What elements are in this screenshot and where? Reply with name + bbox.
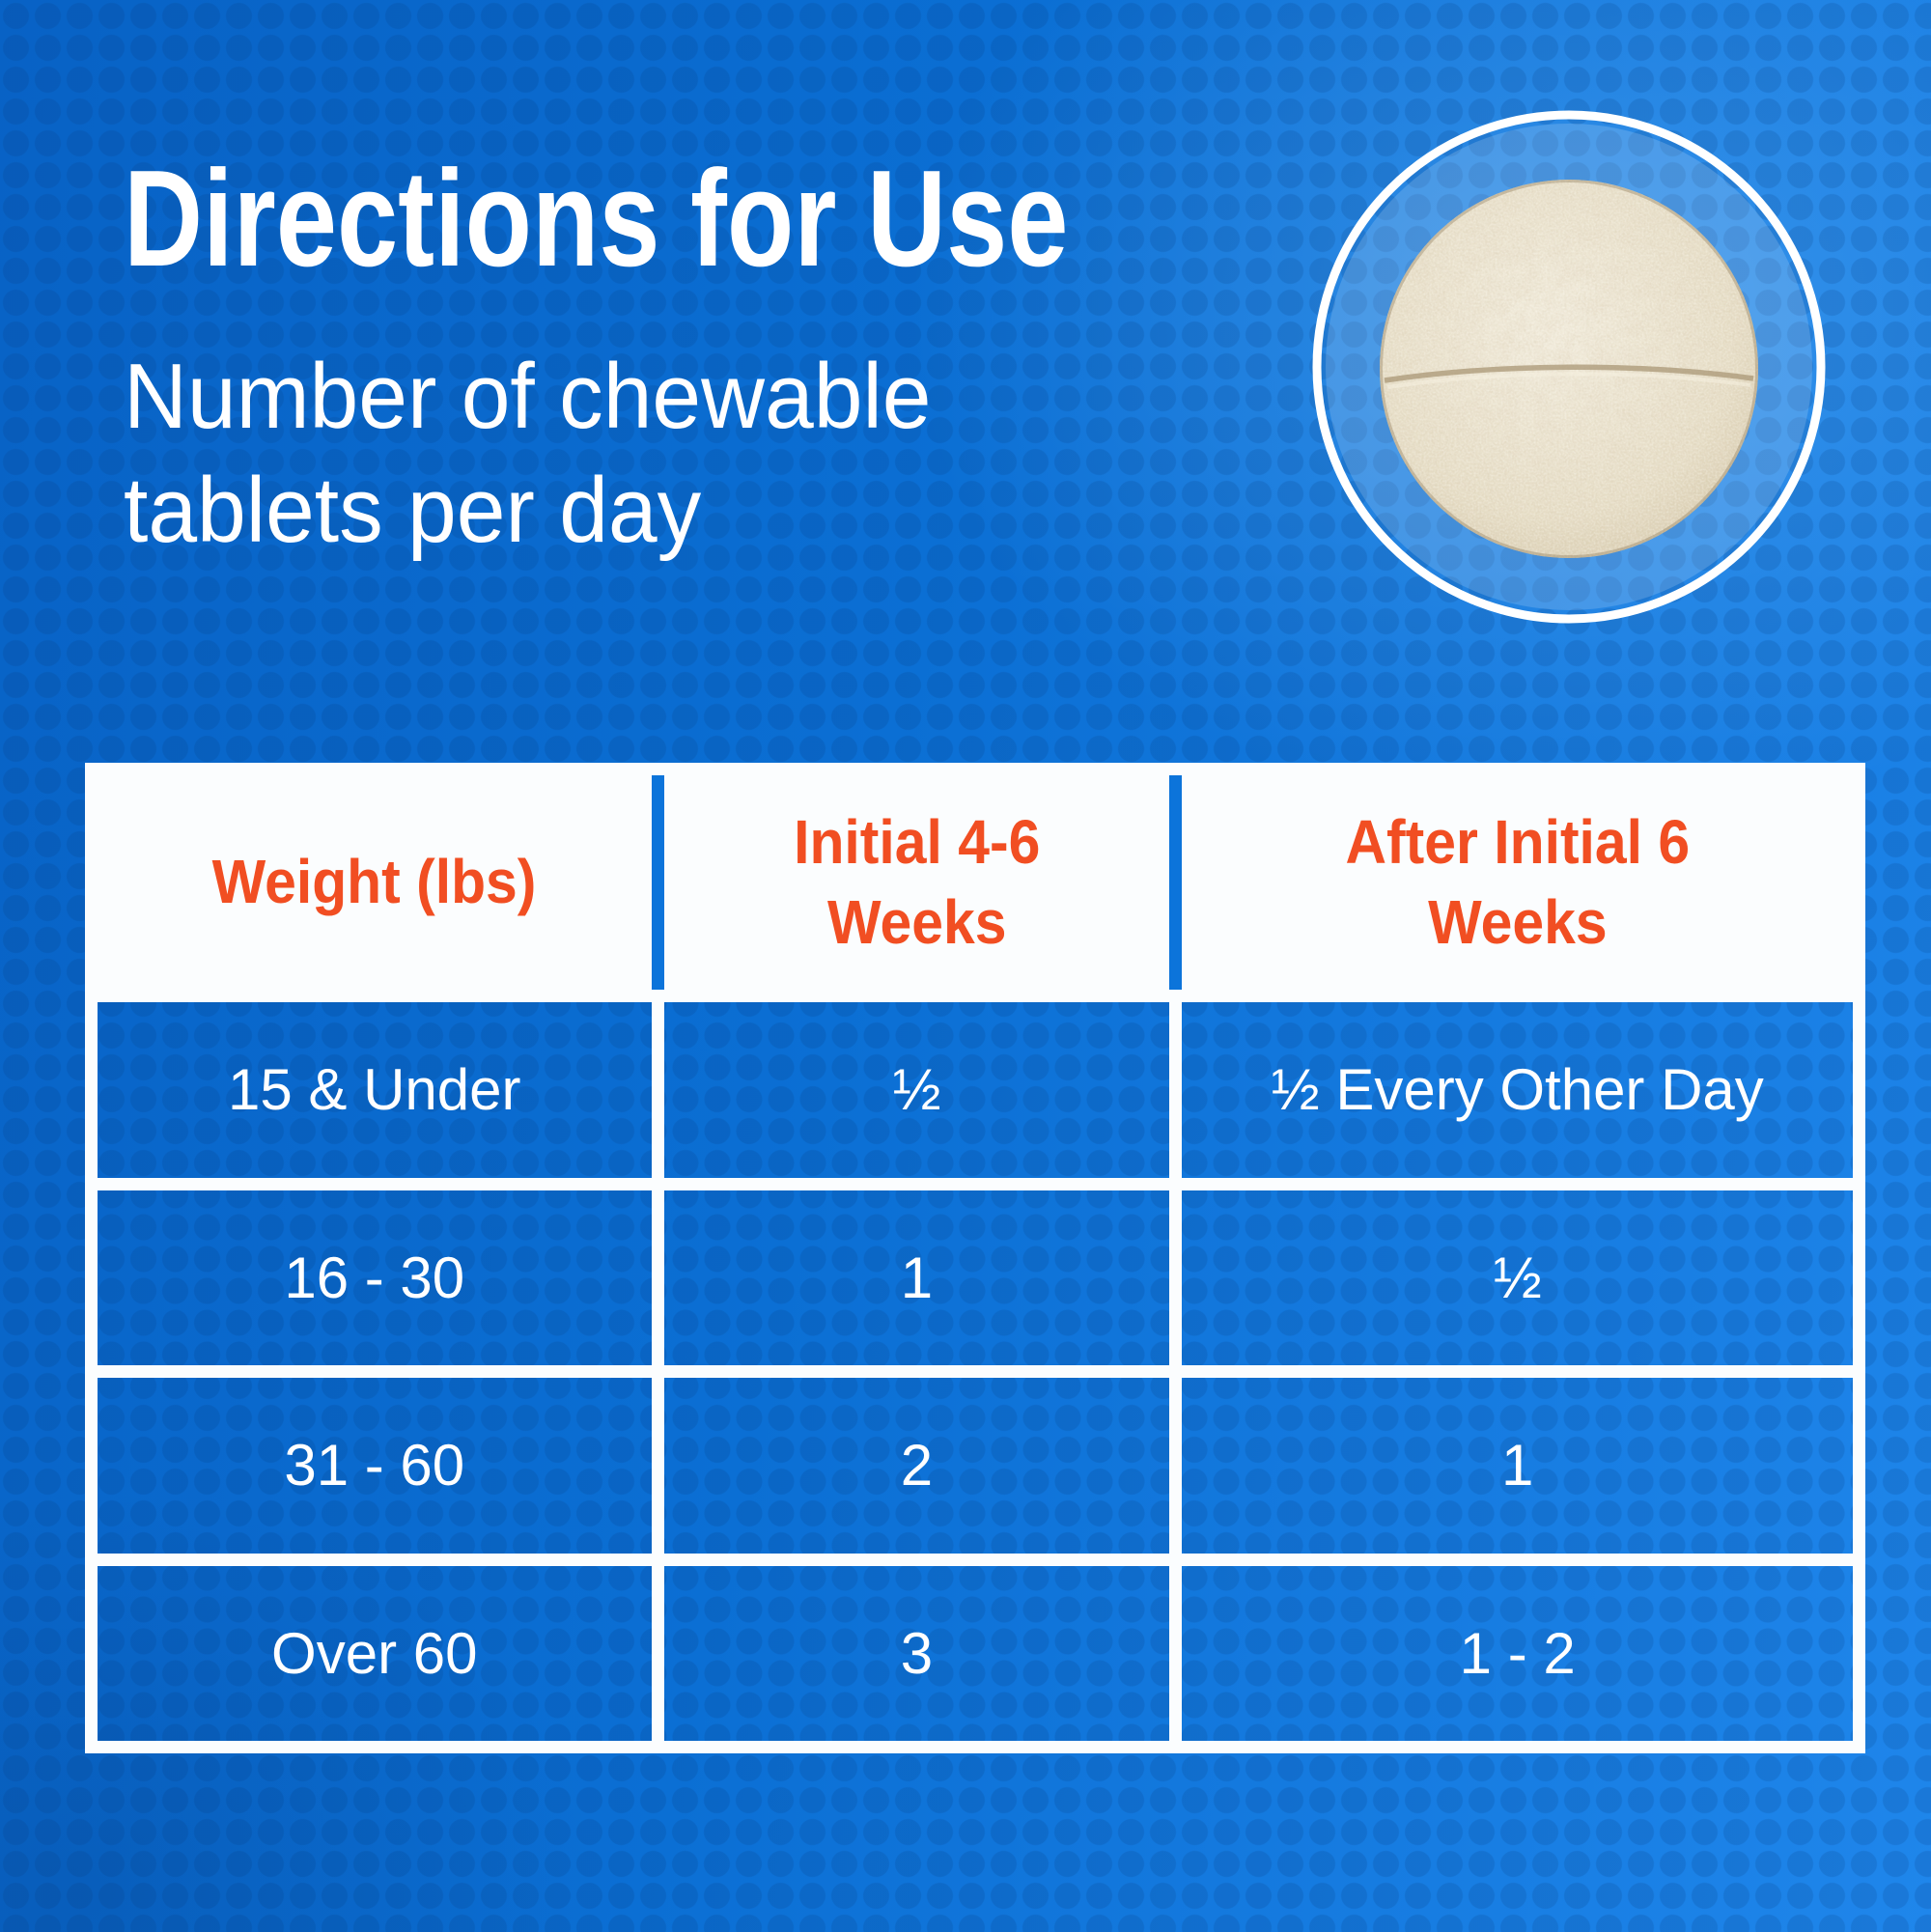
col-header-initial-weeks: Initial 4-6 Weeks	[651, 775, 1170, 990]
page-subtitle: Number of chewable tablets per day	[124, 340, 931, 568]
subtitle-line-1: Number of chewable	[124, 345, 932, 448]
page-title: Directions for Use	[124, 142, 1069, 295]
tablet	[1380, 180, 1758, 558]
col-header-weight: Weight (lbs)	[98, 775, 652, 990]
cell-weight-row1: 15 & Under	[98, 1002, 652, 1178]
cell-weight-row2: 16 - 30	[98, 1190, 652, 1365]
cell-weight-row3: 31 - 60	[98, 1378, 652, 1554]
cell-initial-row1: ½	[663, 1002, 1170, 1178]
cell-weight-row4: Over 60	[98, 1565, 652, 1741]
cell-after-row4: 1 - 2	[1182, 1565, 1853, 1741]
badge-ring	[1312, 110, 1826, 624]
dosage-table: Weight (lbs) Initial 4-6 Weeks After Ini…	[85, 763, 1865, 1753]
cell-after-row3: 1	[1182, 1378, 1853, 1554]
cell-initial-row3: 2	[663, 1378, 1170, 1554]
col-header-after-initial-weeks: After Initial 6 Weeks	[1169, 775, 1853, 990]
tablet-photo-badge	[1308, 106, 1830, 628]
cell-initial-row2: 1	[663, 1190, 1170, 1365]
tablet-score-line	[1384, 364, 1754, 383]
subtitle-line-2: tablets per day	[124, 459, 702, 563]
cell-after-row1: ½ Every Other Day	[1182, 1002, 1853, 1178]
cell-initial-row4: 3	[663, 1565, 1170, 1741]
cell-after-row2: ½	[1182, 1190, 1853, 1365]
chewable-tablet-photo	[1312, 110, 1826, 624]
